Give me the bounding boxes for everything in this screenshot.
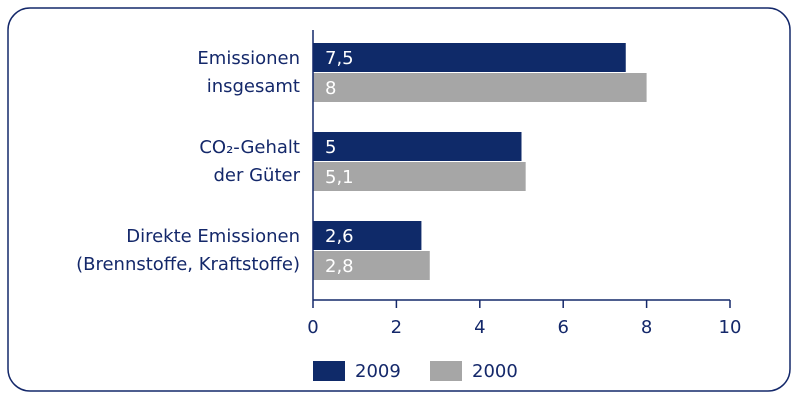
legend-label: 2009 — [355, 361, 401, 382]
bar — [313, 73, 647, 102]
x-tick-label: 4 — [474, 317, 485, 338]
x-tick-label: 2 — [391, 317, 402, 338]
x-tick-label: 8 — [641, 317, 652, 338]
bar — [313, 221, 422, 250]
bar — [313, 162, 526, 191]
value-label: 5,1 — [325, 167, 354, 188]
x-tick-label: 0 — [307, 317, 318, 338]
legend-label: 2000 — [472, 361, 518, 382]
x-tick-label: 10 — [719, 317, 742, 338]
x-tick-label: 6 — [557, 317, 568, 338]
category-label: Emissionen — [197, 48, 300, 69]
value-label: 7,5 — [325, 48, 354, 69]
value-label: 8 — [325, 78, 336, 99]
legend-swatch — [313, 361, 345, 381]
bar — [313, 43, 626, 72]
frame — [7, 7, 791, 392]
category-label: der Güter — [213, 165, 300, 186]
legend-swatch — [430, 361, 462, 381]
category-label: (Brennstoffe, Kraftstoffe) — [76, 254, 300, 275]
bar — [313, 251, 430, 280]
category-label: Direkte Emissionen — [126, 226, 300, 247]
category-label: CO₂-Gehalt — [199, 137, 300, 158]
value-label: 2,8 — [325, 256, 354, 277]
value-label: 5 — [325, 137, 336, 158]
value-label: 2,6 — [325, 226, 354, 247]
bar — [313, 132, 522, 161]
category-label: insgesamt — [207, 76, 300, 97]
